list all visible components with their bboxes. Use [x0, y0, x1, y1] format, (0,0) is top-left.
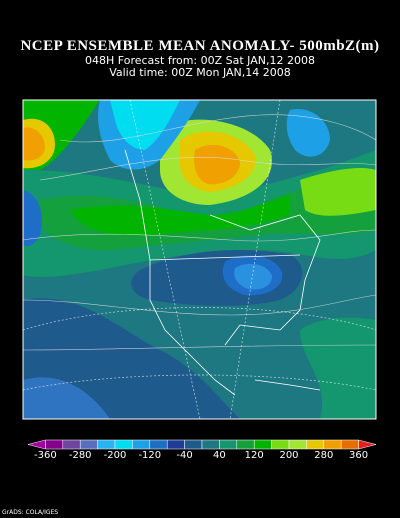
colorbar-segment [184, 439, 203, 450]
map-frame [22, 99, 377, 420]
colorbar-label: -120 [138, 450, 161, 461]
colorbar-label: -280 [69, 450, 92, 461]
colorbar-segment [45, 439, 64, 450]
colorbar: -360 -280 -200 -120 -40 40 120 200 280 360 [27, 439, 377, 461]
colorbar-label: -40 [176, 450, 192, 461]
colorbar-label: 280 [314, 450, 333, 461]
colorbar-segment [340, 439, 359, 450]
colorbar-segment [201, 439, 220, 450]
colorbar-segment [219, 439, 238, 450]
footer: GrADS: COLA/IGES [2, 509, 58, 516]
colorbar-segment [132, 439, 151, 450]
colorbar-segment [236, 439, 255, 450]
colorbar-label: 200 [279, 450, 298, 461]
colorbar-label: 360 [349, 450, 368, 461]
colorbar-segment [166, 439, 185, 450]
colorbar-segment [149, 439, 168, 450]
colorbar-segment [79, 439, 98, 450]
title: NCEP ENSEMBLE MEAN ANOMALY- 500mbZ(m) [20, 38, 379, 54]
valid-time: Valid time: 00Z Mon JAN,14 2008 [109, 66, 291, 79]
colorbar-segment [253, 439, 272, 450]
colorbar-segment [358, 439, 377, 450]
colorbar-segment [288, 439, 307, 450]
map [23, 100, 376, 419]
colorbar-label: 120 [245, 450, 264, 461]
colorbar-segment [97, 439, 116, 450]
colorbar-segment [323, 439, 342, 450]
colorbar-label: -200 [104, 450, 127, 461]
colorbar-segment [27, 439, 46, 450]
colorbar-segment [271, 439, 290, 450]
forecast-time: 048H Forecast from: 00Z Sat JAN,12 2008 [85, 54, 315, 67]
colorbar-label: -360 [34, 450, 57, 461]
colorbar-label: 40 [213, 450, 226, 461]
colorbar-segment [114, 439, 133, 450]
colorbar-segment [306, 439, 325, 450]
colorbar-segment [62, 439, 81, 450]
